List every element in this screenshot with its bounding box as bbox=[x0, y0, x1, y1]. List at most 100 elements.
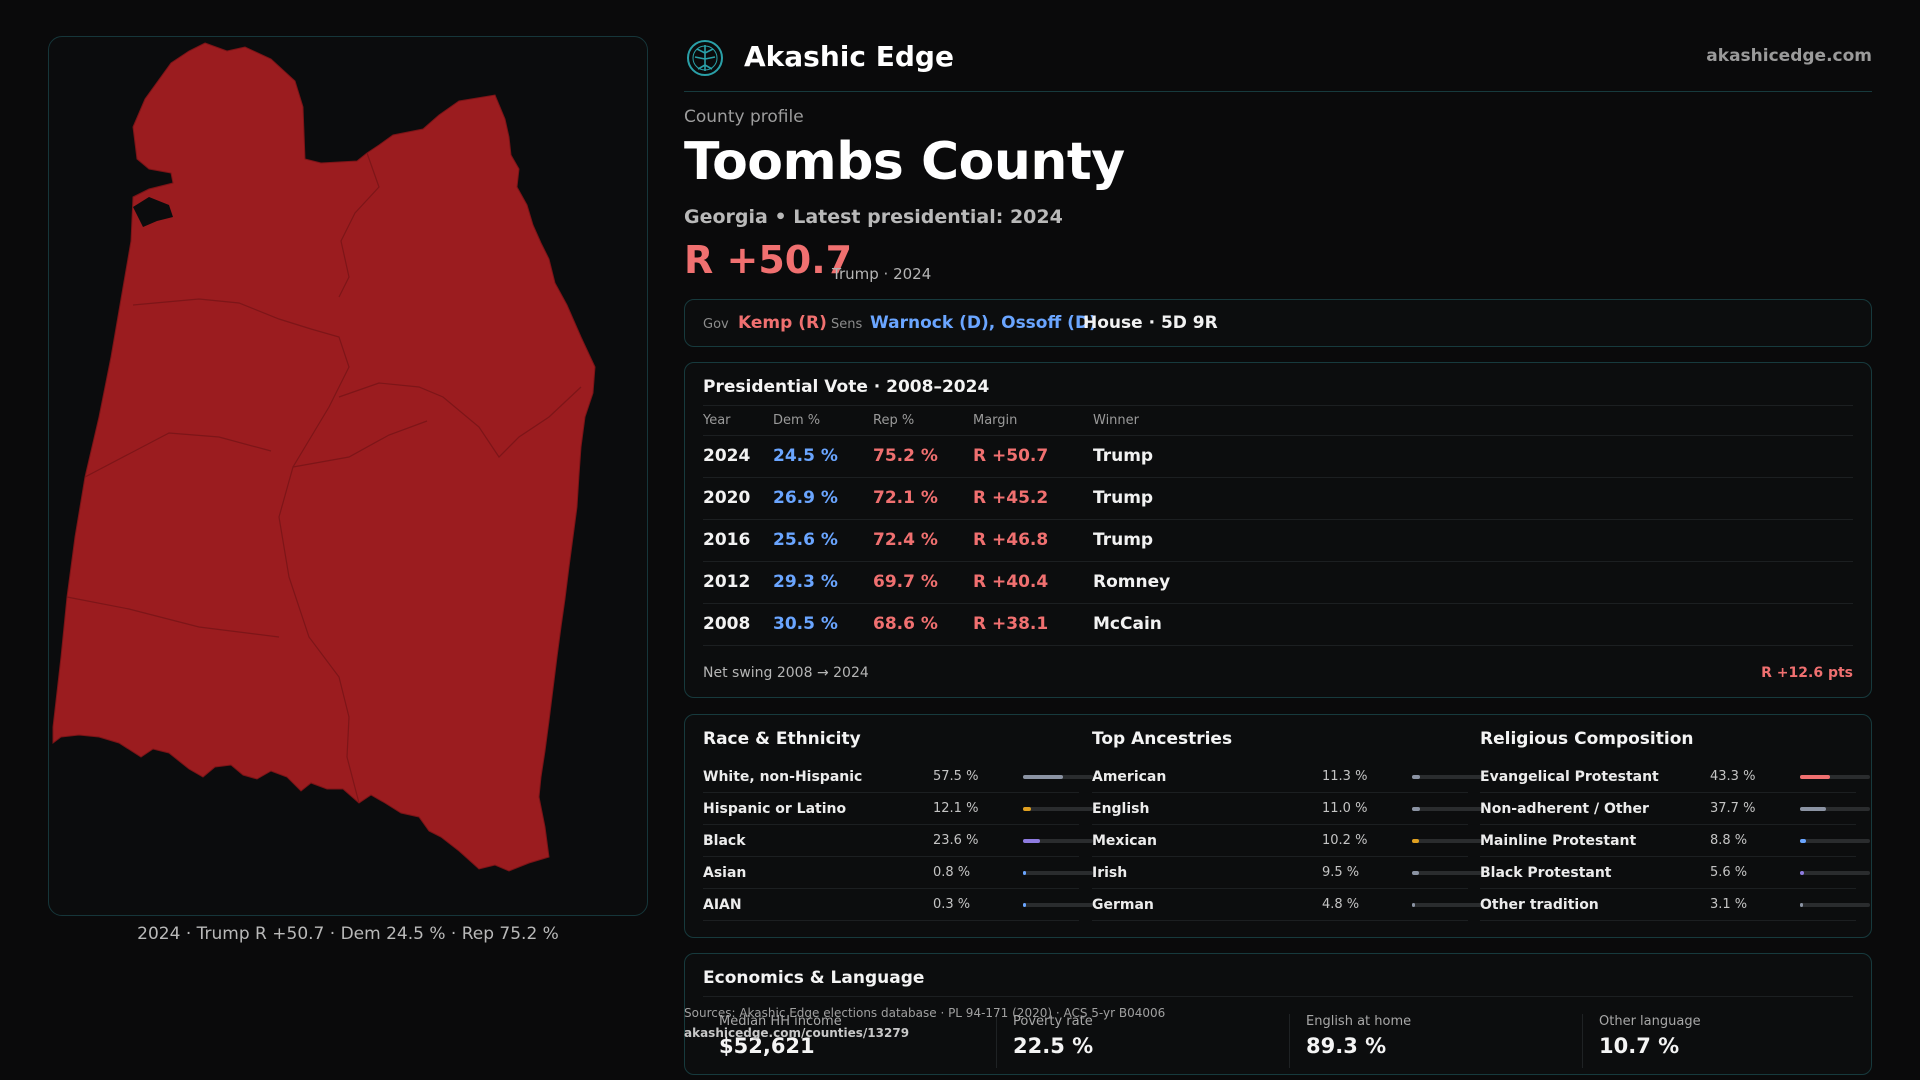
brand-name[interactable]: Akashic Edge bbox=[744, 40, 954, 73]
religion-name: Other tradition bbox=[1480, 897, 1599, 913]
officials-card: Gov Kemp (R) Sens Warnock (D), Ossoff (D… bbox=[684, 299, 1872, 347]
cell-margin: R +38.1 bbox=[973, 614, 1049, 634]
county-map-panel[interactable] bbox=[48, 36, 648, 916]
row-divider bbox=[703, 435, 1853, 436]
religion-value: 3.1 % bbox=[1710, 897, 1748, 912]
religion-value: 37.7 % bbox=[1710, 801, 1756, 816]
brand-url[interactable]: akashicedge.com bbox=[1706, 46, 1872, 66]
precinct-boundaries bbox=[66, 152, 582, 804]
race-row: AIAN 0.3 % bbox=[703, 889, 1093, 921]
col-header-year: Year bbox=[703, 413, 731, 428]
ancestry-bar bbox=[1412, 839, 1482, 843]
row-divider bbox=[703, 519, 1853, 520]
ancestry-bar-fill bbox=[1412, 903, 1416, 907]
ancestry-row: Irish 9.5 % bbox=[1092, 857, 1482, 889]
ancestry-bar bbox=[1412, 775, 1482, 779]
brand-header: Akashic Edge akashicedge.com bbox=[684, 30, 1872, 92]
cell-dem: 30.5 % bbox=[773, 614, 838, 634]
race-bar-fill bbox=[1023, 871, 1026, 875]
economics-title: Economics & Language bbox=[703, 968, 925, 988]
ancestry-value: 11.3 % bbox=[1322, 769, 1368, 784]
religion-bar-fill bbox=[1800, 839, 1807, 843]
row-divider bbox=[703, 603, 1853, 604]
religion-name: Mainline Protestant bbox=[1480, 833, 1637, 849]
compass-tree-icon[interactable] bbox=[686, 39, 724, 77]
religion-row: Black Protestant 5.6 % bbox=[1480, 857, 1870, 889]
race-name: Black bbox=[703, 833, 746, 849]
gov-label: Gov bbox=[703, 317, 729, 332]
cell-year: 2020 bbox=[703, 488, 751, 508]
county-map[interactable] bbox=[49, 37, 648, 916]
religion-bar bbox=[1800, 807, 1870, 811]
race-row: Asian 0.8 % bbox=[703, 857, 1093, 889]
ancestry-name: Mexican bbox=[1092, 833, 1157, 849]
religion-title: Religious Composition bbox=[1480, 729, 1694, 749]
race-value: 12.1 % bbox=[933, 801, 979, 816]
cell-rep: 72.4 % bbox=[873, 530, 938, 550]
cell-margin: R +46.8 bbox=[973, 530, 1049, 550]
map-caption: 2024 · Trump R +50.7 · Dem 24.5 % · Rep … bbox=[137, 924, 559, 944]
divider bbox=[703, 405, 1853, 406]
religion-bar bbox=[1800, 903, 1870, 907]
cell-dem: 25.6 % bbox=[773, 530, 838, 550]
presidential-vote-card: Presidential Vote · 2008–2024 Year Dem %… bbox=[684, 362, 1872, 698]
gov-value: Kemp (R) bbox=[738, 313, 827, 333]
source-url-link[interactable]: akashicedge.com/counties/13279 bbox=[684, 1026, 910, 1040]
race-bar-fill bbox=[1023, 807, 1032, 811]
religion-row: Mainline Protestant 8.8 % bbox=[1480, 825, 1870, 857]
cell-year: 2024 bbox=[703, 446, 751, 466]
race-value: 0.3 % bbox=[933, 897, 971, 912]
ancestry-row: American 11.3 % bbox=[1092, 761, 1482, 793]
race-title: Race & Ethnicity bbox=[703, 729, 861, 749]
ancestry-bar-fill bbox=[1412, 871, 1419, 875]
race-name: AIAN bbox=[703, 897, 742, 913]
page-title: Toombs County bbox=[684, 132, 1125, 192]
cell-margin: R +50.7 bbox=[973, 446, 1049, 466]
religion-value: 43.3 % bbox=[1710, 769, 1756, 784]
religion-bar-fill bbox=[1800, 807, 1827, 811]
sens-label: Sens bbox=[831, 317, 863, 332]
religion-bar bbox=[1800, 775, 1870, 779]
cell-margin: R +45.2 bbox=[973, 488, 1049, 508]
race-row: Black 23.6 % bbox=[703, 825, 1093, 857]
religion-bar bbox=[1800, 839, 1870, 843]
page-subtitle: Georgia • Latest presidential: 2024 bbox=[684, 206, 1063, 228]
row-divider bbox=[703, 561, 1853, 562]
race-bar bbox=[1023, 871, 1093, 875]
cell-rep: 75.2 % bbox=[873, 446, 938, 466]
ancestry-row: Mexican 10.2 % bbox=[1092, 825, 1482, 857]
cell-winner: Trump bbox=[1093, 530, 1154, 550]
race-bar bbox=[1023, 775, 1093, 779]
headline-margin: R +50.7 bbox=[684, 238, 853, 282]
cell-dem: 26.9 % bbox=[773, 488, 838, 508]
cell-rep: 69.7 % bbox=[873, 572, 938, 592]
race-bar-fill bbox=[1023, 903, 1026, 907]
divider bbox=[703, 996, 1853, 997]
religion-bar-fill bbox=[1800, 775, 1831, 779]
cell-winner: Trump bbox=[1093, 446, 1154, 466]
ancestry-name: Irish bbox=[1092, 865, 1128, 881]
stat-label: Median HH income bbox=[719, 1014, 842, 1029]
cell-dem: 29.3 % bbox=[773, 572, 838, 592]
ancestry-bar-fill bbox=[1412, 807, 1420, 811]
race-bar bbox=[1023, 903, 1093, 907]
ancestry-value: 11.0 % bbox=[1322, 801, 1368, 816]
stat-value: 89.3 % bbox=[1306, 1034, 1387, 1058]
religion-name: Black Protestant bbox=[1480, 865, 1612, 881]
county-shape[interactable] bbox=[52, 42, 596, 872]
sens-value: Warnock (D), Ossoff (D) bbox=[870, 313, 1097, 333]
ancestry-name: German bbox=[1092, 897, 1154, 913]
net-swing-label: Net swing 2008 → 2024 bbox=[703, 665, 869, 681]
ancestry-bar-fill bbox=[1412, 839, 1420, 843]
race-value: 23.6 % bbox=[933, 833, 979, 848]
page-eyebrow: County profile bbox=[684, 107, 804, 127]
stat-label: English at home bbox=[1306, 1014, 1412, 1029]
religion-name: Non-adherent / Other bbox=[1480, 801, 1649, 817]
stat-english-at-home: English at home 89.3 % bbox=[1289, 1014, 1579, 1068]
race-name: Hispanic or Latino bbox=[703, 801, 847, 817]
sources-note: Sources: Akashic Edge elections database… bbox=[684, 1006, 1166, 1020]
ancestry-bar bbox=[1412, 807, 1482, 811]
religion-value: 8.8 % bbox=[1710, 833, 1748, 848]
cell-year: 2008 bbox=[703, 614, 751, 634]
